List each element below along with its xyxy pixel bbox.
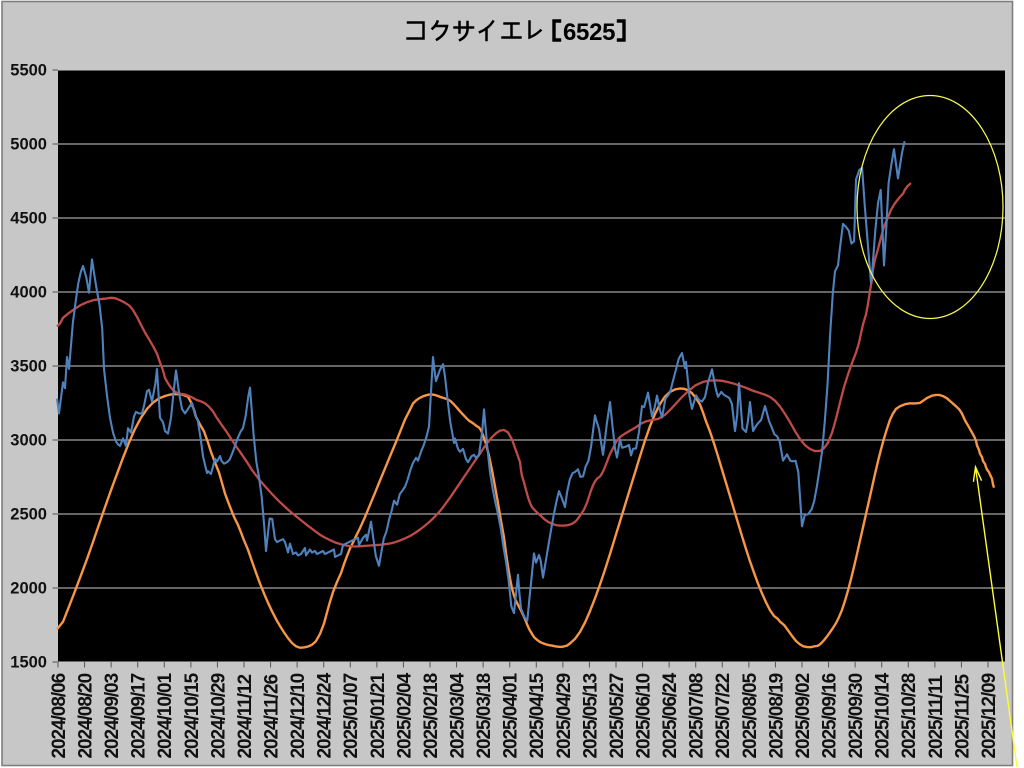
svg-text:2025/06/24: 2025/06/24 xyxy=(660,672,681,758)
svg-text:2025/06/10: 2025/06/10 xyxy=(633,673,654,758)
svg-text:5000: 5000 xyxy=(10,136,47,154)
svg-text:2024/08/20: 2024/08/20 xyxy=(75,673,96,758)
svg-text:2025/11/11: 2025/11/11 xyxy=(926,675,947,759)
svg-text:2025/09/30: 2025/09/30 xyxy=(846,673,867,758)
svg-text:2025/10/28: 2025/10/28 xyxy=(899,673,920,758)
svg-text:2025/11/25: 2025/11/25 xyxy=(952,673,973,758)
svg-text:2025/04/01: 2025/04/01 xyxy=(501,672,522,758)
svg-text:2000: 2000 xyxy=(10,580,47,598)
svg-text:2025/09/16: 2025/09/16 xyxy=(819,673,840,758)
svg-text:2025/08/05: 2025/08/05 xyxy=(740,672,761,758)
svg-text:2024/12/24: 2024/12/24 xyxy=(315,672,336,758)
svg-text:2024/08/06: 2024/08/06 xyxy=(49,673,70,758)
svg-text:2024/12/10: 2024/12/10 xyxy=(288,673,309,758)
svg-text:2024/11/12: 2024/11/12 xyxy=(235,674,256,758)
svg-text:2500: 2500 xyxy=(10,506,47,524)
svg-text:2025/07/08: 2025/07/08 xyxy=(687,673,708,758)
svg-text:2025/01/07: 2025/01/07 xyxy=(341,673,362,758)
svg-text:2024/09/17: 2024/09/17 xyxy=(129,673,150,758)
svg-text:2025/07/22: 2025/07/22 xyxy=(713,673,734,758)
svg-text:2025/09/02: 2025/09/02 xyxy=(793,673,814,758)
svg-text:4500: 4500 xyxy=(10,210,47,228)
svg-text:5500: 5500 xyxy=(10,62,47,80)
svg-text:2025/02/04: 2025/02/04 xyxy=(394,672,415,758)
svg-text:2024/10/15: 2024/10/15 xyxy=(182,672,203,758)
svg-text:2025/04/29: 2025/04/29 xyxy=(554,673,575,758)
svg-text:2025/04/15: 2025/04/15 xyxy=(527,672,548,758)
svg-text:2024/10/29: 2024/10/29 xyxy=(208,673,229,758)
svg-text:4000: 4000 xyxy=(10,284,47,302)
svg-text:2025/05/27: 2025/05/27 xyxy=(607,673,628,758)
svg-text:2024/09/03: 2024/09/03 xyxy=(102,673,123,758)
svg-text:2025/10/14: 2025/10/14 xyxy=(873,672,894,758)
svg-text:2024/10/01: 2024/10/01 xyxy=(155,672,176,758)
svg-text:2025/02/18: 2025/02/18 xyxy=(421,673,442,758)
svg-text:2025/03/18: 2025/03/18 xyxy=(474,673,495,758)
svg-text:3500: 3500 xyxy=(10,358,47,376)
svg-text:2025/12/09: 2025/12/09 xyxy=(979,673,1000,758)
svg-text:2025/03/04: 2025/03/04 xyxy=(447,672,468,758)
svg-text:6525: 6525 xyxy=(563,19,615,46)
svg-text:2025/05/13: 2025/05/13 xyxy=(580,673,601,758)
svg-text:2025/01/21: 2025/01/21 xyxy=(368,672,389,758)
svg-text:3000: 3000 xyxy=(10,432,47,450)
svg-text:2025/08/19: 2025/08/19 xyxy=(766,673,787,758)
svg-text:2024/11/26: 2024/11/26 xyxy=(261,674,282,758)
svg-text:1500: 1500 xyxy=(10,654,47,672)
